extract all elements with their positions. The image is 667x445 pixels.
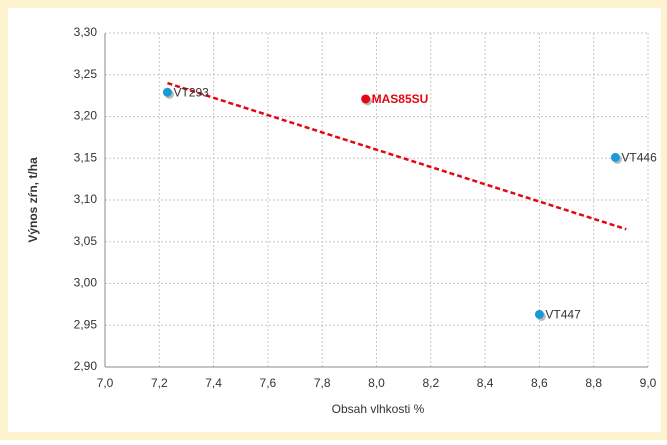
point-label: MAS85SU: [372, 92, 429, 106]
y-tick-label: 3,25: [74, 67, 98, 81]
x-tick-label: 9,0: [640, 376, 657, 390]
x-tick-label: 8,4: [477, 376, 494, 390]
x-axis-label: Obsah vlhkosti %: [332, 402, 425, 416]
y-tick-label: 3,15: [74, 150, 98, 164]
point: [610, 152, 620, 162]
x-tick-label: 8,6: [531, 376, 548, 390]
x-tick-label: 7,4: [205, 376, 222, 390]
point: [534, 309, 544, 319]
point-label: VT447: [545, 308, 581, 322]
point: [162, 87, 172, 97]
point-label: VT446: [621, 151, 657, 165]
trend-line: [167, 81, 627, 231]
y-tick-label: 3,10: [74, 192, 98, 206]
x-tick-label: 8,8: [585, 376, 602, 390]
point-label: VT293: [173, 85, 209, 99]
x-tick-label: 7,8: [314, 376, 331, 390]
y-tick-label: 3,30: [74, 25, 98, 39]
y-tick-label: 3,00: [74, 276, 98, 290]
y-axis-label: Výnos zŕn, t/ha: [26, 157, 40, 243]
x-tick-label: 8,2: [422, 376, 439, 390]
point: [361, 94, 371, 104]
y-tick-label: 2,95: [74, 317, 98, 331]
y-tick-label: 2,90: [74, 359, 98, 373]
y-tick-label: 3,20: [74, 109, 98, 123]
x-tick-label: 7,0: [97, 376, 114, 390]
chart-panel: [8, 8, 661, 432]
x-tick-label: 7,2: [151, 376, 168, 390]
x-tick-label: 7,6: [260, 376, 277, 390]
y-tick-label: 3,05: [74, 234, 98, 248]
x-tick-label: 8,0: [368, 376, 385, 390]
